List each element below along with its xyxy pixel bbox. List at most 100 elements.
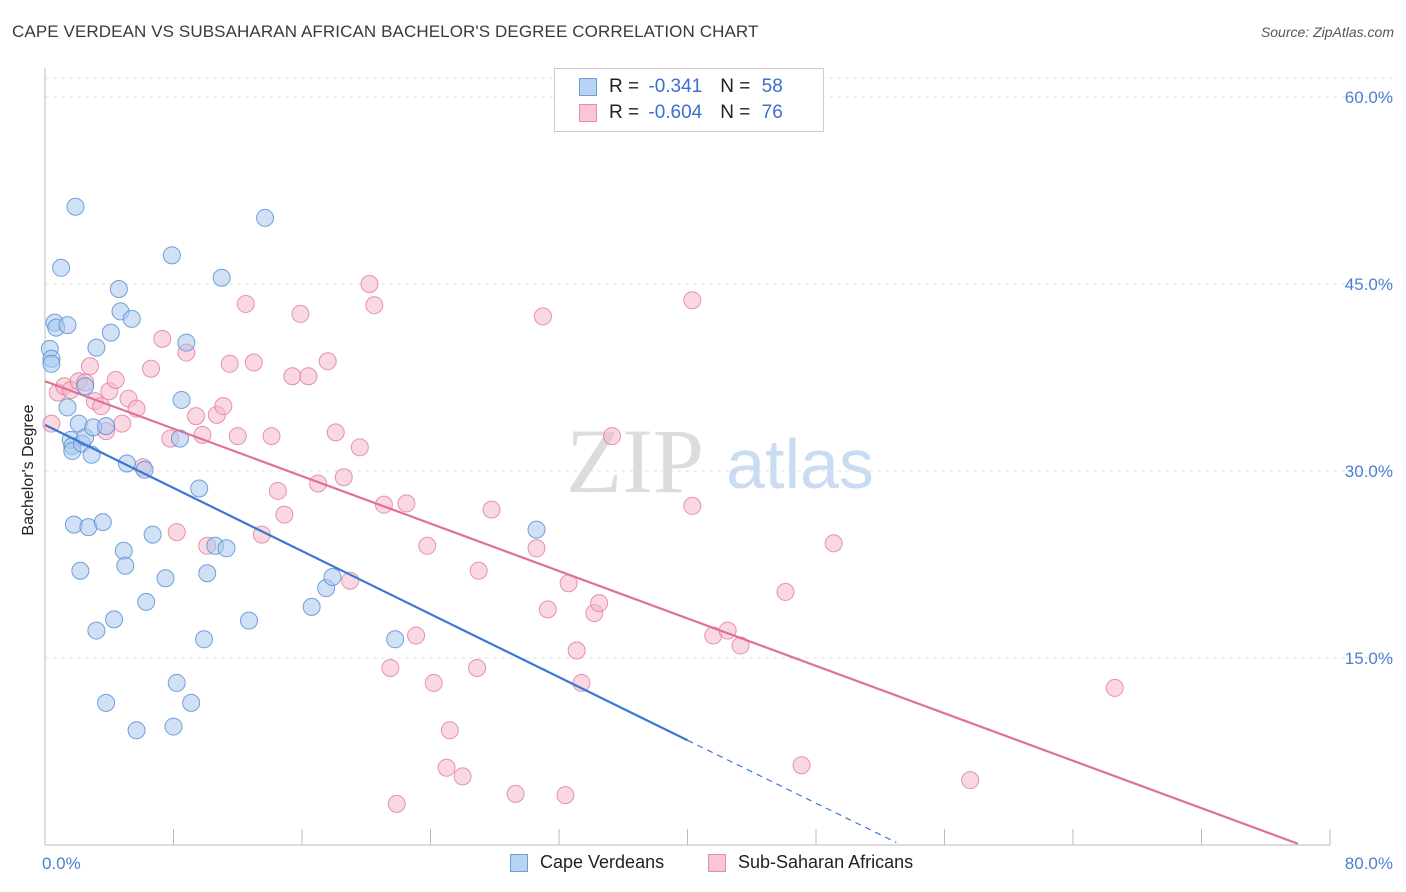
data-point-cape-verdean[interactable] bbox=[212, 268, 231, 287]
data-point-sub-saharan[interactable] bbox=[824, 534, 843, 553]
data-point-cape-verdean[interactable] bbox=[167, 673, 186, 692]
data-point-sub-saharan[interactable] bbox=[214, 397, 233, 416]
data-point-sub-saharan[interactable] bbox=[533, 307, 552, 326]
data-point-cape-verdean[interactable] bbox=[76, 377, 95, 396]
data-point-cape-verdean[interactable] bbox=[42, 354, 61, 373]
data-point-cape-verdean[interactable] bbox=[122, 309, 141, 328]
data-point-sub-saharan[interactable] bbox=[381, 658, 400, 677]
data-point-sub-saharan[interactable] bbox=[220, 354, 239, 373]
data-point-cape-verdean[interactable] bbox=[127, 721, 146, 740]
data-point-sub-saharan[interactable] bbox=[334, 468, 353, 487]
data-point-sub-saharan[interactable] bbox=[683, 291, 702, 310]
series-cape-verdeans bbox=[40, 197, 546, 740]
data-point-cape-verdean[interactable] bbox=[87, 338, 106, 357]
data-point-sub-saharan[interactable] bbox=[387, 794, 406, 813]
data-point-sub-saharan[interactable] bbox=[469, 561, 488, 580]
data-point-sub-saharan[interactable] bbox=[527, 539, 546, 558]
data-point-cape-verdean[interactable] bbox=[105, 610, 124, 629]
y-tick-label: 60.0% bbox=[1345, 88, 1393, 107]
data-point-cape-verdean[interactable] bbox=[71, 561, 90, 580]
data-point-cape-verdean[interactable] bbox=[198, 564, 217, 583]
data-point-sub-saharan[interactable] bbox=[567, 641, 586, 660]
data-point-sub-saharan[interactable] bbox=[291, 304, 310, 323]
data-point-sub-saharan[interactable] bbox=[167, 523, 186, 542]
data-point-cape-verdean[interactable] bbox=[190, 479, 209, 498]
data-point-sub-saharan[interactable] bbox=[418, 536, 437, 555]
data-point-sub-saharan[interactable] bbox=[106, 370, 125, 389]
data-point-cape-verdean[interactable] bbox=[109, 279, 128, 298]
data-point-sub-saharan[interactable] bbox=[776, 582, 795, 601]
data-point-cape-verdean[interactable] bbox=[302, 597, 321, 616]
data-point-sub-saharan[interactable] bbox=[961, 771, 980, 790]
data-point-cape-verdean[interactable] bbox=[256, 208, 275, 227]
data-point-cape-verdean[interactable] bbox=[217, 539, 236, 558]
data-point-cape-verdean[interactable] bbox=[117, 454, 136, 473]
data-point-cape-verdean[interactable] bbox=[239, 611, 258, 630]
data-point-sub-saharan[interactable] bbox=[468, 658, 487, 677]
data-point-sub-saharan[interactable] bbox=[186, 407, 205, 426]
data-point-cape-verdean[interactable] bbox=[87, 621, 106, 640]
data-point-sub-saharan[interactable] bbox=[424, 673, 443, 692]
data-point-sub-saharan[interactable] bbox=[153, 329, 172, 348]
data-point-sub-saharan[interactable] bbox=[453, 767, 472, 786]
data-point-sub-saharan[interactable] bbox=[326, 423, 345, 442]
data-point-sub-saharan[interactable] bbox=[262, 427, 281, 446]
data-point-cape-verdean[interactable] bbox=[97, 693, 116, 712]
data-point-sub-saharan[interactable] bbox=[350, 438, 369, 457]
data-point-sub-saharan[interactable] bbox=[42, 414, 61, 433]
data-point-cape-verdean[interactable] bbox=[177, 333, 196, 352]
data-point-sub-saharan[interactable] bbox=[142, 359, 161, 378]
data-point-sub-saharan[interactable] bbox=[556, 786, 575, 805]
data-point-cape-verdean[interactable] bbox=[93, 513, 112, 532]
data-point-sub-saharan[interactable] bbox=[318, 352, 337, 371]
data-point-cape-verdean[interactable] bbox=[527, 520, 546, 539]
data-point-sub-saharan[interactable] bbox=[365, 296, 384, 315]
data-point-sub-saharan[interactable] bbox=[299, 367, 318, 386]
blue-swatch bbox=[510, 853, 528, 872]
blue-swatch bbox=[579, 78, 597, 96]
data-point-sub-saharan[interactable] bbox=[236, 294, 255, 313]
data-point-sub-saharan[interactable] bbox=[80, 357, 99, 376]
data-point-cape-verdean[interactable] bbox=[52, 258, 71, 277]
data-point-sub-saharan[interactable] bbox=[437, 758, 456, 777]
y-axis-label: Bachelor's Degree bbox=[20, 404, 37, 535]
data-point-cape-verdean[interactable] bbox=[137, 592, 156, 611]
data-point-cape-verdean[interactable] bbox=[182, 693, 201, 712]
data-point-cape-verdean[interactable] bbox=[323, 567, 342, 586]
data-point-sub-saharan[interactable] bbox=[440, 721, 459, 740]
data-point-sub-saharan[interactable] bbox=[228, 427, 247, 446]
data-point-cape-verdean[interactable] bbox=[143, 525, 162, 544]
data-point-cape-verdean[interactable] bbox=[156, 569, 175, 588]
data-point-sub-saharan[interactable] bbox=[360, 275, 379, 293]
data-point-sub-saharan[interactable] bbox=[792, 756, 811, 775]
data-point-sub-saharan[interactable] bbox=[506, 784, 525, 803]
data-point-cape-verdean[interactable] bbox=[195, 630, 214, 649]
data-point-cape-verdean[interactable] bbox=[386, 630, 405, 649]
data-point-sub-saharan[interactable] bbox=[268, 481, 287, 500]
data-point-sub-saharan[interactable] bbox=[113, 414, 132, 433]
data-point-sub-saharan[interactable] bbox=[275, 505, 294, 524]
data-point-cape-verdean[interactable] bbox=[116, 556, 135, 575]
data-point-sub-saharan[interactable] bbox=[590, 594, 609, 613]
data-point-sub-saharan[interactable] bbox=[407, 626, 426, 645]
data-point-sub-saharan[interactable] bbox=[1105, 678, 1124, 697]
data-point-cape-verdean[interactable] bbox=[162, 246, 181, 265]
data-point-sub-saharan[interactable] bbox=[683, 496, 702, 515]
data-point-cape-verdean[interactable] bbox=[66, 197, 85, 216]
data-point-sub-saharan[interactable] bbox=[603, 427, 622, 446]
data-point-sub-saharan[interactable] bbox=[193, 425, 212, 444]
data-point-sub-saharan[interactable] bbox=[482, 500, 501, 519]
data-point-sub-saharan[interactable] bbox=[309, 474, 328, 493]
data-point-cape-verdean[interactable] bbox=[58, 316, 77, 335]
data-point-cape-verdean[interactable] bbox=[58, 398, 77, 417]
source-note: Source: ZipAtlas.com bbox=[1260, 24, 1394, 40]
data-point-cape-verdean[interactable] bbox=[101, 323, 120, 342]
data-point-sub-saharan[interactable] bbox=[538, 600, 557, 619]
data-point-sub-saharan[interactable] bbox=[244, 353, 263, 372]
data-point-cape-verdean[interactable] bbox=[114, 541, 133, 560]
data-point-cape-verdean[interactable] bbox=[164, 717, 183, 736]
data-point-sub-saharan[interactable] bbox=[283, 367, 302, 386]
data-point-sub-saharan[interactable] bbox=[397, 494, 416, 513]
data-point-cape-verdean[interactable] bbox=[97, 417, 116, 436]
data-point-cape-verdean[interactable] bbox=[172, 390, 191, 409]
